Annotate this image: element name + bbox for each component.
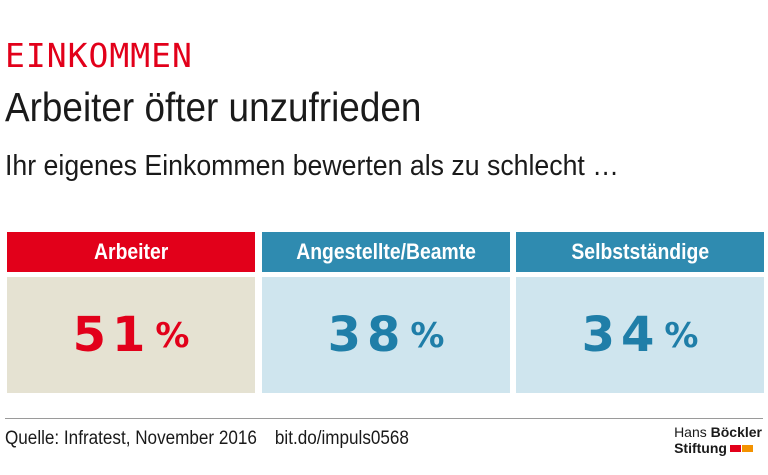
category-label: EINKOMMEN <box>5 36 193 75</box>
value-cell: 38% <box>262 277 510 393</box>
value-label: 51% <box>73 307 190 363</box>
logo-text-stiftung: Stiftung <box>674 440 727 456</box>
category-label: Arbeiter <box>93 239 169 264</box>
logo-orange-square <box>741 444 753 452</box>
value-label: 38% <box>328 307 445 363</box>
panel-arbeiter: Arbeiter 51% <box>7 232 255 393</box>
category-header: Selbstständige <box>516 232 764 272</box>
source-link[interactable]: bit.do/impuls0568 <box>274 428 409 449</box>
logo-red-square <box>729 444 741 452</box>
source-text: Quelle: Infratest, November 2016 <box>5 428 257 449</box>
logo-text-hans: Hans <box>674 424 711 440</box>
category-header: Angestellte/Beamte <box>262 232 510 272</box>
footer-source: Quelle: Infratest, November 2016 bit.do/i… <box>5 428 409 450</box>
value-number: 34 <box>581 307 661 363</box>
percent-sign: % <box>664 316 699 356</box>
percent-sign: % <box>155 316 190 356</box>
panel-selbstst-ndige: Selbstständige 34% <box>516 232 764 393</box>
chart-subtitle: Ihr eigenes Einkommen bewerten als zu sc… <box>5 150 619 182</box>
value-cell: 34% <box>516 277 764 393</box>
value-label: 34% <box>582 307 699 363</box>
category-label: Angestellte/Beamte <box>296 239 476 264</box>
panel-angestellte-beamte: Angestellte/Beamte 38% <box>262 232 510 393</box>
logo-text-boeckler: Böckler <box>710 424 762 440</box>
value-number: 51 <box>72 307 152 363</box>
chart-title: Arbeiter öfter unzufrieden <box>5 84 422 130</box>
value-cell: 51% <box>7 277 255 393</box>
category-header: Arbeiter <box>7 232 255 272</box>
hans-boeckler-logo: Hans Böckler Stiftung <box>674 424 762 456</box>
category-label: Selbstständige <box>571 239 709 264</box>
percent-sign: % <box>410 316 445 356</box>
value-number: 38 <box>327 307 407 363</box>
footer-divider <box>5 418 763 419</box>
